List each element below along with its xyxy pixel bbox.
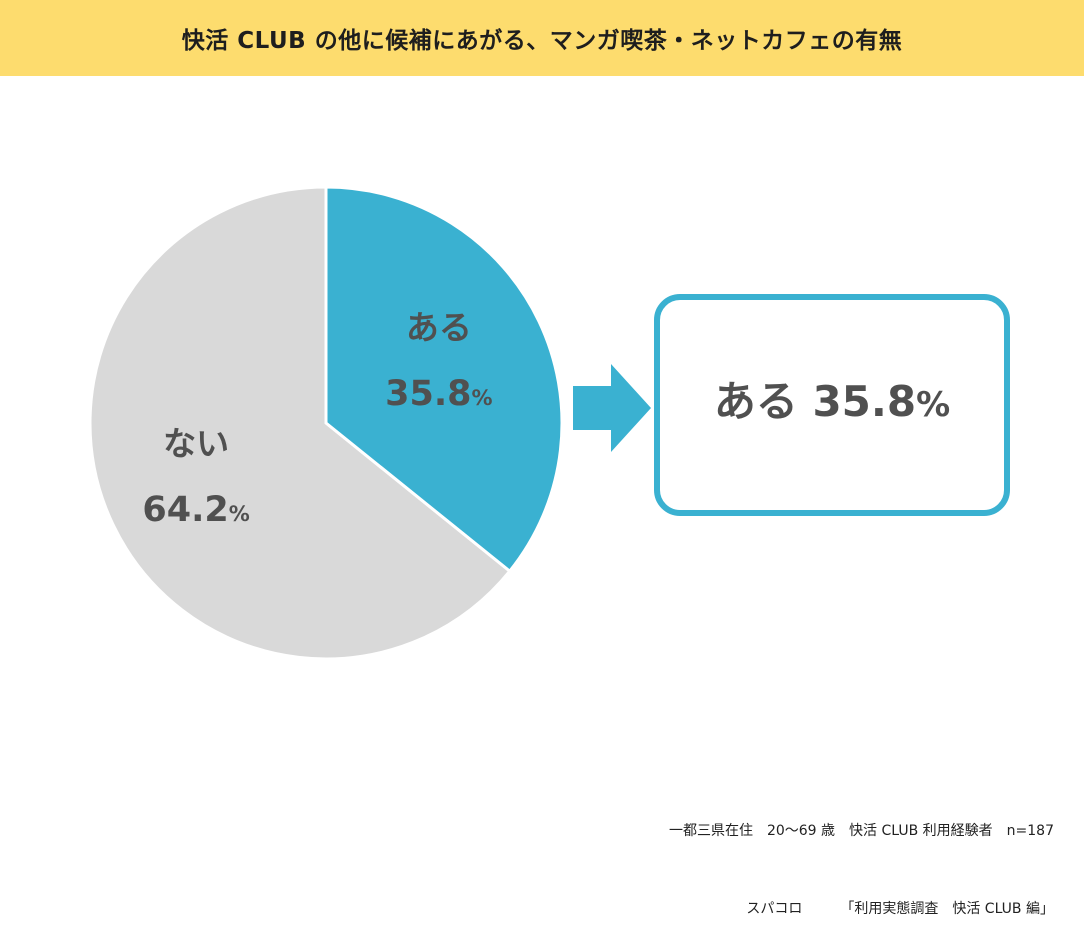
pie-slice-0 bbox=[324, 185, 564, 573]
pie-slice-1 bbox=[88, 185, 512, 661]
footnote-source: スパコロ 「利用実態調査 快活 CLUB 編」 bbox=[669, 896, 1054, 922]
pie-value-0: 35.8% bbox=[385, 374, 492, 414]
callout-text: ある 35.8% bbox=[714, 368, 950, 429]
pie-label-1: ない bbox=[163, 424, 229, 463]
pie-chart: ある 35.8% ない 64.2% bbox=[88, 185, 564, 661]
footnote-source-title: 「利用実態調査 快活 CLUB 編」 bbox=[840, 901, 1054, 917]
page-title: 快活 CLUB の他に候補にあがる、マンガ喫茶・ネットカフェの有無 bbox=[181, 28, 903, 54]
highlight-callout: ある 35.8% bbox=[654, 294, 1010, 516]
footnote: 一都三県在住 20～69 歳 快活 CLUB 利用経験者 n=187 スパコロ 「… bbox=[669, 766, 1054, 948]
footnote-sample: 一都三県在住 20～69 歳 快活 CLUB 利用経験者 n=187 bbox=[668, 823, 1054, 839]
callout-value: 35.8 bbox=[812, 376, 917, 426]
pie-value-1: 64.2% bbox=[142, 490, 249, 530]
callout-unit: % bbox=[916, 384, 951, 425]
footnote-source-org: スパコロ bbox=[746, 901, 803, 917]
arrow-right-icon bbox=[573, 364, 651, 452]
callout-label: ある bbox=[713, 376, 798, 426]
pie-label-0: ある bbox=[406, 308, 472, 347]
title-banner: 快活 CLUB の他に候補にあがる、マンガ喫茶・ネットカフェの有無 bbox=[0, 0, 1084, 76]
